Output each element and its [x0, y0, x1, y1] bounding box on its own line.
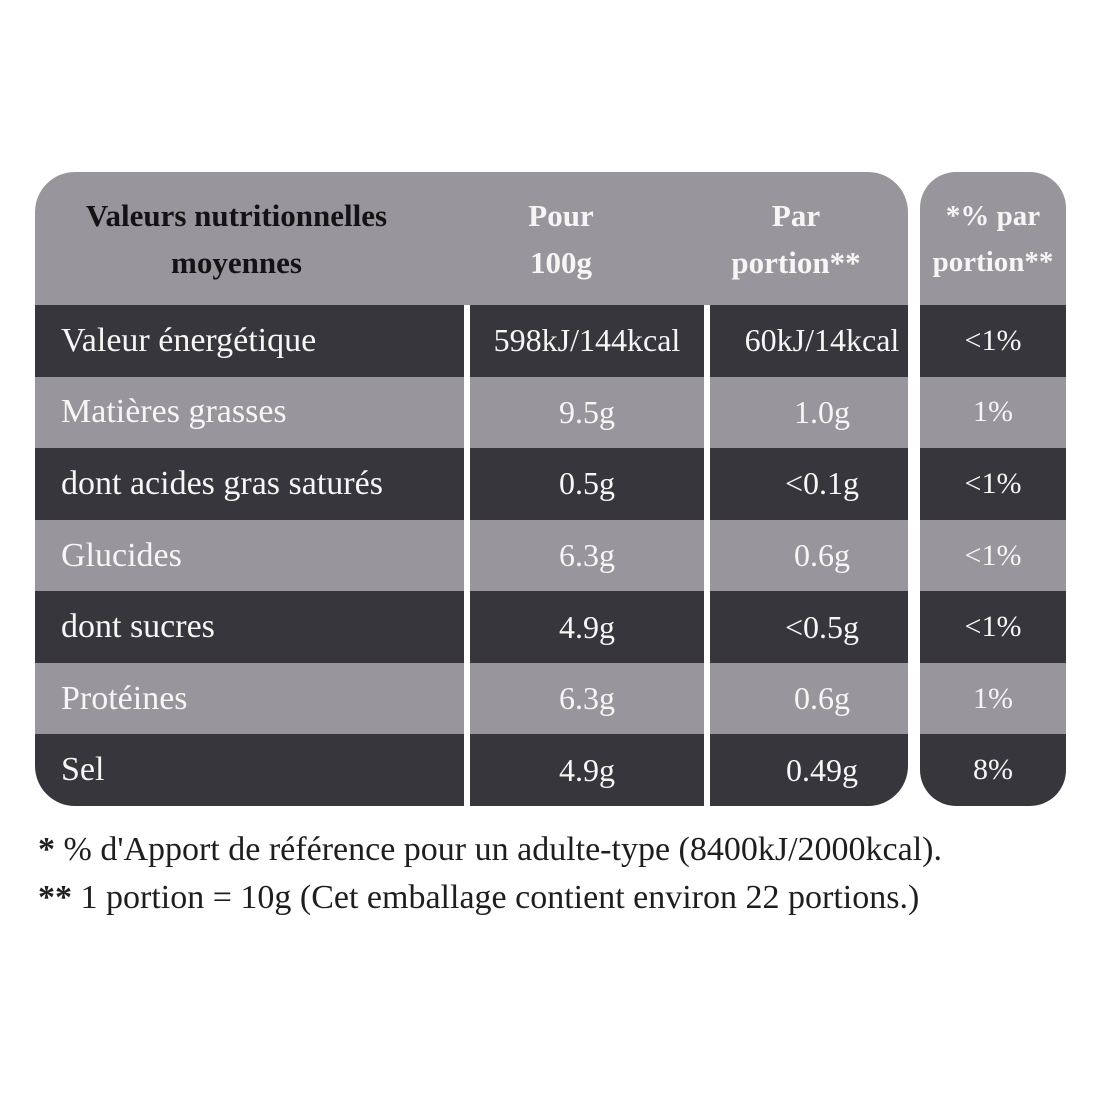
percent-value-sucres: <1% [920, 591, 1066, 663]
column-divider [464, 448, 470, 520]
column-divider [704, 519, 710, 592]
header-per-100g: Pour 100g [444, 172, 678, 305]
column-divider [704, 376, 710, 449]
table-row-sucres: dont sucres 4.9g <0.5g [35, 591, 908, 663]
footnote-reference-intake: * % d'Apport de référence pour un adulte… [38, 826, 1068, 874]
footnote-portion-size: ** 1 portion = 10g (Cet emballage contie… [38, 874, 1068, 922]
column-divider [704, 591, 710, 663]
header-per-portion-line2: portion** [731, 244, 861, 280]
column-divider [464, 519, 470, 592]
column-divider [704, 448, 710, 520]
column-divider [704, 305, 710, 377]
per-100g-value: 598kJ/144kcal [493, 322, 681, 359]
nutrient-label: dont acides gras saturés [61, 464, 383, 502]
table-row-glucides: Glucides 6.3g 0.6g [35, 519, 908, 592]
per-portion-value: <0.5g [784, 608, 860, 645]
percent-value-energie: <1% [920, 305, 1066, 377]
per-100g-value: 6.3g [559, 680, 615, 717]
header-per-portion-line1: Par [771, 197, 821, 233]
nutrient-label: Matières grasses [61, 393, 287, 431]
header-percent-per-portion: *% par portion** [920, 172, 1066, 305]
percent-per-portion-column: *% par portion** <1% 1% <1% <1% <1% 1% 8… [920, 172, 1066, 806]
header-percent-line2: portion** [932, 245, 1054, 278]
per-100g-value: 6.3g [559, 537, 615, 574]
footnote-text: 1 portion = 10g (Cet emballage contient … [72, 879, 920, 916]
header-per-100g-line1: Pour [528, 197, 594, 233]
nutrient-label: Protéines [61, 679, 188, 717]
nutrient-label: dont sucres [61, 608, 215, 646]
per-portion-value: 1.0g [794, 393, 850, 430]
header-nutrients-line2: moyennes [171, 244, 302, 280]
per-100g-value: 9.5g [559, 393, 615, 430]
header-nutrients-title: Valeurs nutritionnelles moyennes [35, 172, 438, 305]
table-row-proteines: Protéines 6.3g 0.6g [35, 662, 908, 735]
nutrition-table: Valeurs nutritionnelles moyennes Pour 10… [35, 172, 908, 806]
column-divider [464, 591, 470, 663]
column-divider [464, 662, 470, 735]
header-nutrients-line1: Valeurs nutritionnelles [85, 197, 388, 233]
per-portion-value: 0.6g [794, 680, 850, 717]
percent-value-matieres-grasses: 1% [920, 376, 1066, 449]
per-portion-value: 60kJ/14kcal [744, 322, 900, 359]
footnotes: * % d'Apport de référence pour un adulte… [38, 826, 1068, 922]
footnote-marker: * [38, 831, 55, 868]
percent-value-proteines: 1% [920, 662, 1066, 735]
percent-value-sel: 8% [920, 734, 1066, 806]
nutrient-label: Glucides [61, 536, 182, 574]
column-divider [704, 662, 710, 735]
footnote-marker: ** [38, 879, 72, 916]
table-row-energie: Valeur énergétique 598kJ/144kcal 60kJ/14… [35, 305, 908, 377]
header-per-portion: Par portion** [684, 172, 908, 305]
table-row-acides-gras-satures: dont acides gras saturés 0.5g <0.1g [35, 448, 908, 520]
per-100g-value: 4.9g [559, 608, 615, 645]
header-percent-line1: *% par [945, 199, 1041, 232]
table-row-matieres-grasses: Matières grasses 9.5g 1.0g [35, 376, 908, 449]
nutrient-label: Sel [61, 751, 105, 789]
table-header-row: Valeurs nutritionnelles moyennes Pour 10… [35, 172, 908, 305]
nutrient-label: Valeur énergétique [61, 321, 317, 359]
per-portion-value: 0.6g [794, 537, 850, 574]
column-divider [704, 734, 710, 806]
column-divider [464, 376, 470, 449]
per-100g-value: 4.9g [559, 751, 615, 788]
per-portion-value: 0.49g [786, 751, 858, 788]
percent-value-glucides: <1% [920, 519, 1066, 592]
header-per-100g-line2: 100g [530, 244, 592, 280]
column-divider [464, 305, 470, 377]
footnote-text: % d'Apport de référence pour un adulte-t… [55, 831, 943, 868]
percent-value-acides-gras: <1% [920, 448, 1066, 520]
per-100g-value: 0.5g [559, 465, 615, 502]
per-portion-value: <0.1g [784, 465, 860, 502]
column-divider [464, 734, 470, 806]
table-row-sel: Sel 4.9g 0.49g [35, 734, 908, 806]
